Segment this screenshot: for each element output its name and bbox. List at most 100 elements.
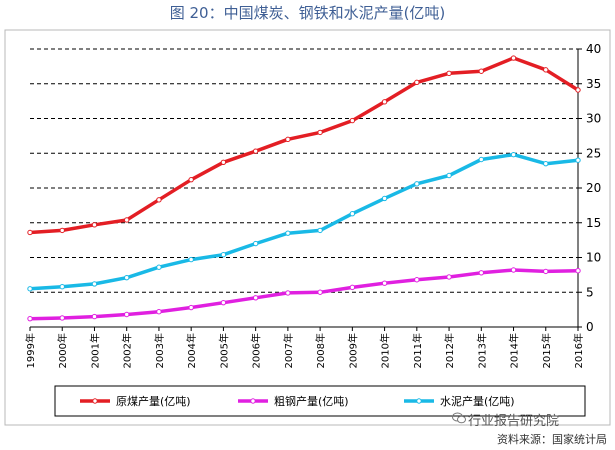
y-tick-labels: 0 5 10 15 20 25 30 35 40 xyxy=(578,42,601,334)
data-point xyxy=(285,290,291,296)
y-tick-label: 15 xyxy=(586,216,601,230)
series-group xyxy=(27,55,581,322)
source-note: 资料来源：国家统计局 xyxy=(497,433,607,446)
data-point xyxy=(124,217,130,223)
data-point xyxy=(575,87,581,93)
data-point xyxy=(252,295,259,301)
data-point xyxy=(91,222,98,228)
data-point xyxy=(124,274,130,281)
data-point xyxy=(478,156,484,163)
legend-marker xyxy=(416,398,422,404)
data-point xyxy=(188,256,194,263)
data-point xyxy=(349,117,356,124)
data-point xyxy=(317,227,323,234)
data-point xyxy=(349,211,356,217)
data-point xyxy=(124,311,130,318)
gridlines xyxy=(30,48,578,293)
y-tick-label: 0 xyxy=(586,320,594,334)
chart-title: 图 20：中国煤炭、钢铁和水泥产量(亿吨) xyxy=(169,4,446,22)
data-point xyxy=(575,268,581,274)
x-tick-label: 2015年 xyxy=(540,333,553,368)
y-tick-label: 5 xyxy=(586,285,594,299)
x-tick-label: 1999年 xyxy=(24,333,37,368)
y-tick-label: 35 xyxy=(586,77,601,91)
x-tick-label: 2003年 xyxy=(153,333,166,368)
x-tick-label: 2000年 xyxy=(56,333,69,368)
data-point xyxy=(91,313,98,320)
x-tick-label: 2002年 xyxy=(121,333,134,368)
data-point xyxy=(510,267,517,273)
series-line xyxy=(28,268,580,321)
data-point xyxy=(188,176,194,183)
data-point xyxy=(59,283,65,290)
series-line xyxy=(28,152,580,291)
legend-marker xyxy=(92,398,98,404)
data-point xyxy=(575,157,581,163)
legend-label: 水泥产量(亿吨) xyxy=(440,394,515,408)
x-tick-label: 2004年 xyxy=(185,333,198,368)
data-point xyxy=(543,67,549,73)
data-point xyxy=(252,148,259,154)
data-point xyxy=(220,252,227,258)
x-tick-labels: 1999年 2000年 2001年 2002年 2003年 2004年 2005年 2006年… xyxy=(24,327,585,368)
data-point xyxy=(220,159,227,165)
data-point xyxy=(349,284,356,291)
legend-label: 粗钢产量(亿吨) xyxy=(274,394,349,408)
legend: 原煤产量(亿吨) 粗钢产量(亿吨) 水泥产量(亿吨) xyxy=(80,394,515,408)
data-point xyxy=(381,280,388,286)
data-point xyxy=(317,129,323,136)
data-point xyxy=(188,304,194,311)
y-tick-label: 20 xyxy=(586,181,601,195)
data-point xyxy=(27,315,33,322)
x-tick-label: 2005年 xyxy=(217,333,230,368)
x-tick-label: 2009年 xyxy=(346,333,359,368)
data-point xyxy=(220,299,227,306)
y-tick-label: 30 xyxy=(586,112,601,126)
data-point xyxy=(446,70,452,77)
x-tick-label: 2011年 xyxy=(411,333,424,368)
data-point xyxy=(381,195,388,202)
data-point xyxy=(156,197,162,203)
x-tick-label: 2007年 xyxy=(282,333,295,368)
data-point xyxy=(317,289,323,295)
x-tick-label: 2001年 xyxy=(88,333,101,368)
data-point xyxy=(27,286,33,292)
data-point xyxy=(285,136,291,143)
x-tick-label: 2016年 xyxy=(572,333,585,368)
data-point xyxy=(252,240,259,247)
data-point xyxy=(59,315,65,321)
x-tick-label: 2008年 xyxy=(314,333,327,368)
legend-label: 原煤产量(亿吨) xyxy=(116,394,191,408)
data-point xyxy=(446,274,452,280)
data-point xyxy=(156,264,162,270)
chart-frame xyxy=(4,29,611,426)
data-point xyxy=(414,181,420,187)
x-tick-label: 2010年 xyxy=(379,333,392,368)
data-point xyxy=(27,229,33,236)
data-point xyxy=(543,268,549,275)
data-point xyxy=(156,309,162,315)
x-tick-label: 2006年 xyxy=(250,333,263,368)
data-point xyxy=(91,281,98,287)
y-tick-label: 10 xyxy=(586,251,601,265)
x-tick-label: 2013年 xyxy=(475,333,488,368)
series-line xyxy=(28,56,580,235)
data-point xyxy=(414,79,420,86)
x-tick-label: 2014年 xyxy=(508,333,521,368)
data-point xyxy=(543,160,549,167)
data-point xyxy=(381,99,388,105)
y-tick-label: 25 xyxy=(586,146,601,160)
data-point xyxy=(478,270,484,276)
legend-marker xyxy=(250,398,256,404)
data-point xyxy=(414,277,420,283)
data-point xyxy=(285,230,291,236)
data-point xyxy=(510,55,517,61)
data-point xyxy=(478,68,484,74)
y-tick-label: 40 xyxy=(586,42,601,56)
watermark-text: 行业报告研究院 xyxy=(468,414,560,429)
legend-box xyxy=(54,385,586,417)
x-tick-label: 2012年 xyxy=(443,333,456,368)
data-point xyxy=(59,227,65,234)
wechat-icon xyxy=(452,412,466,424)
